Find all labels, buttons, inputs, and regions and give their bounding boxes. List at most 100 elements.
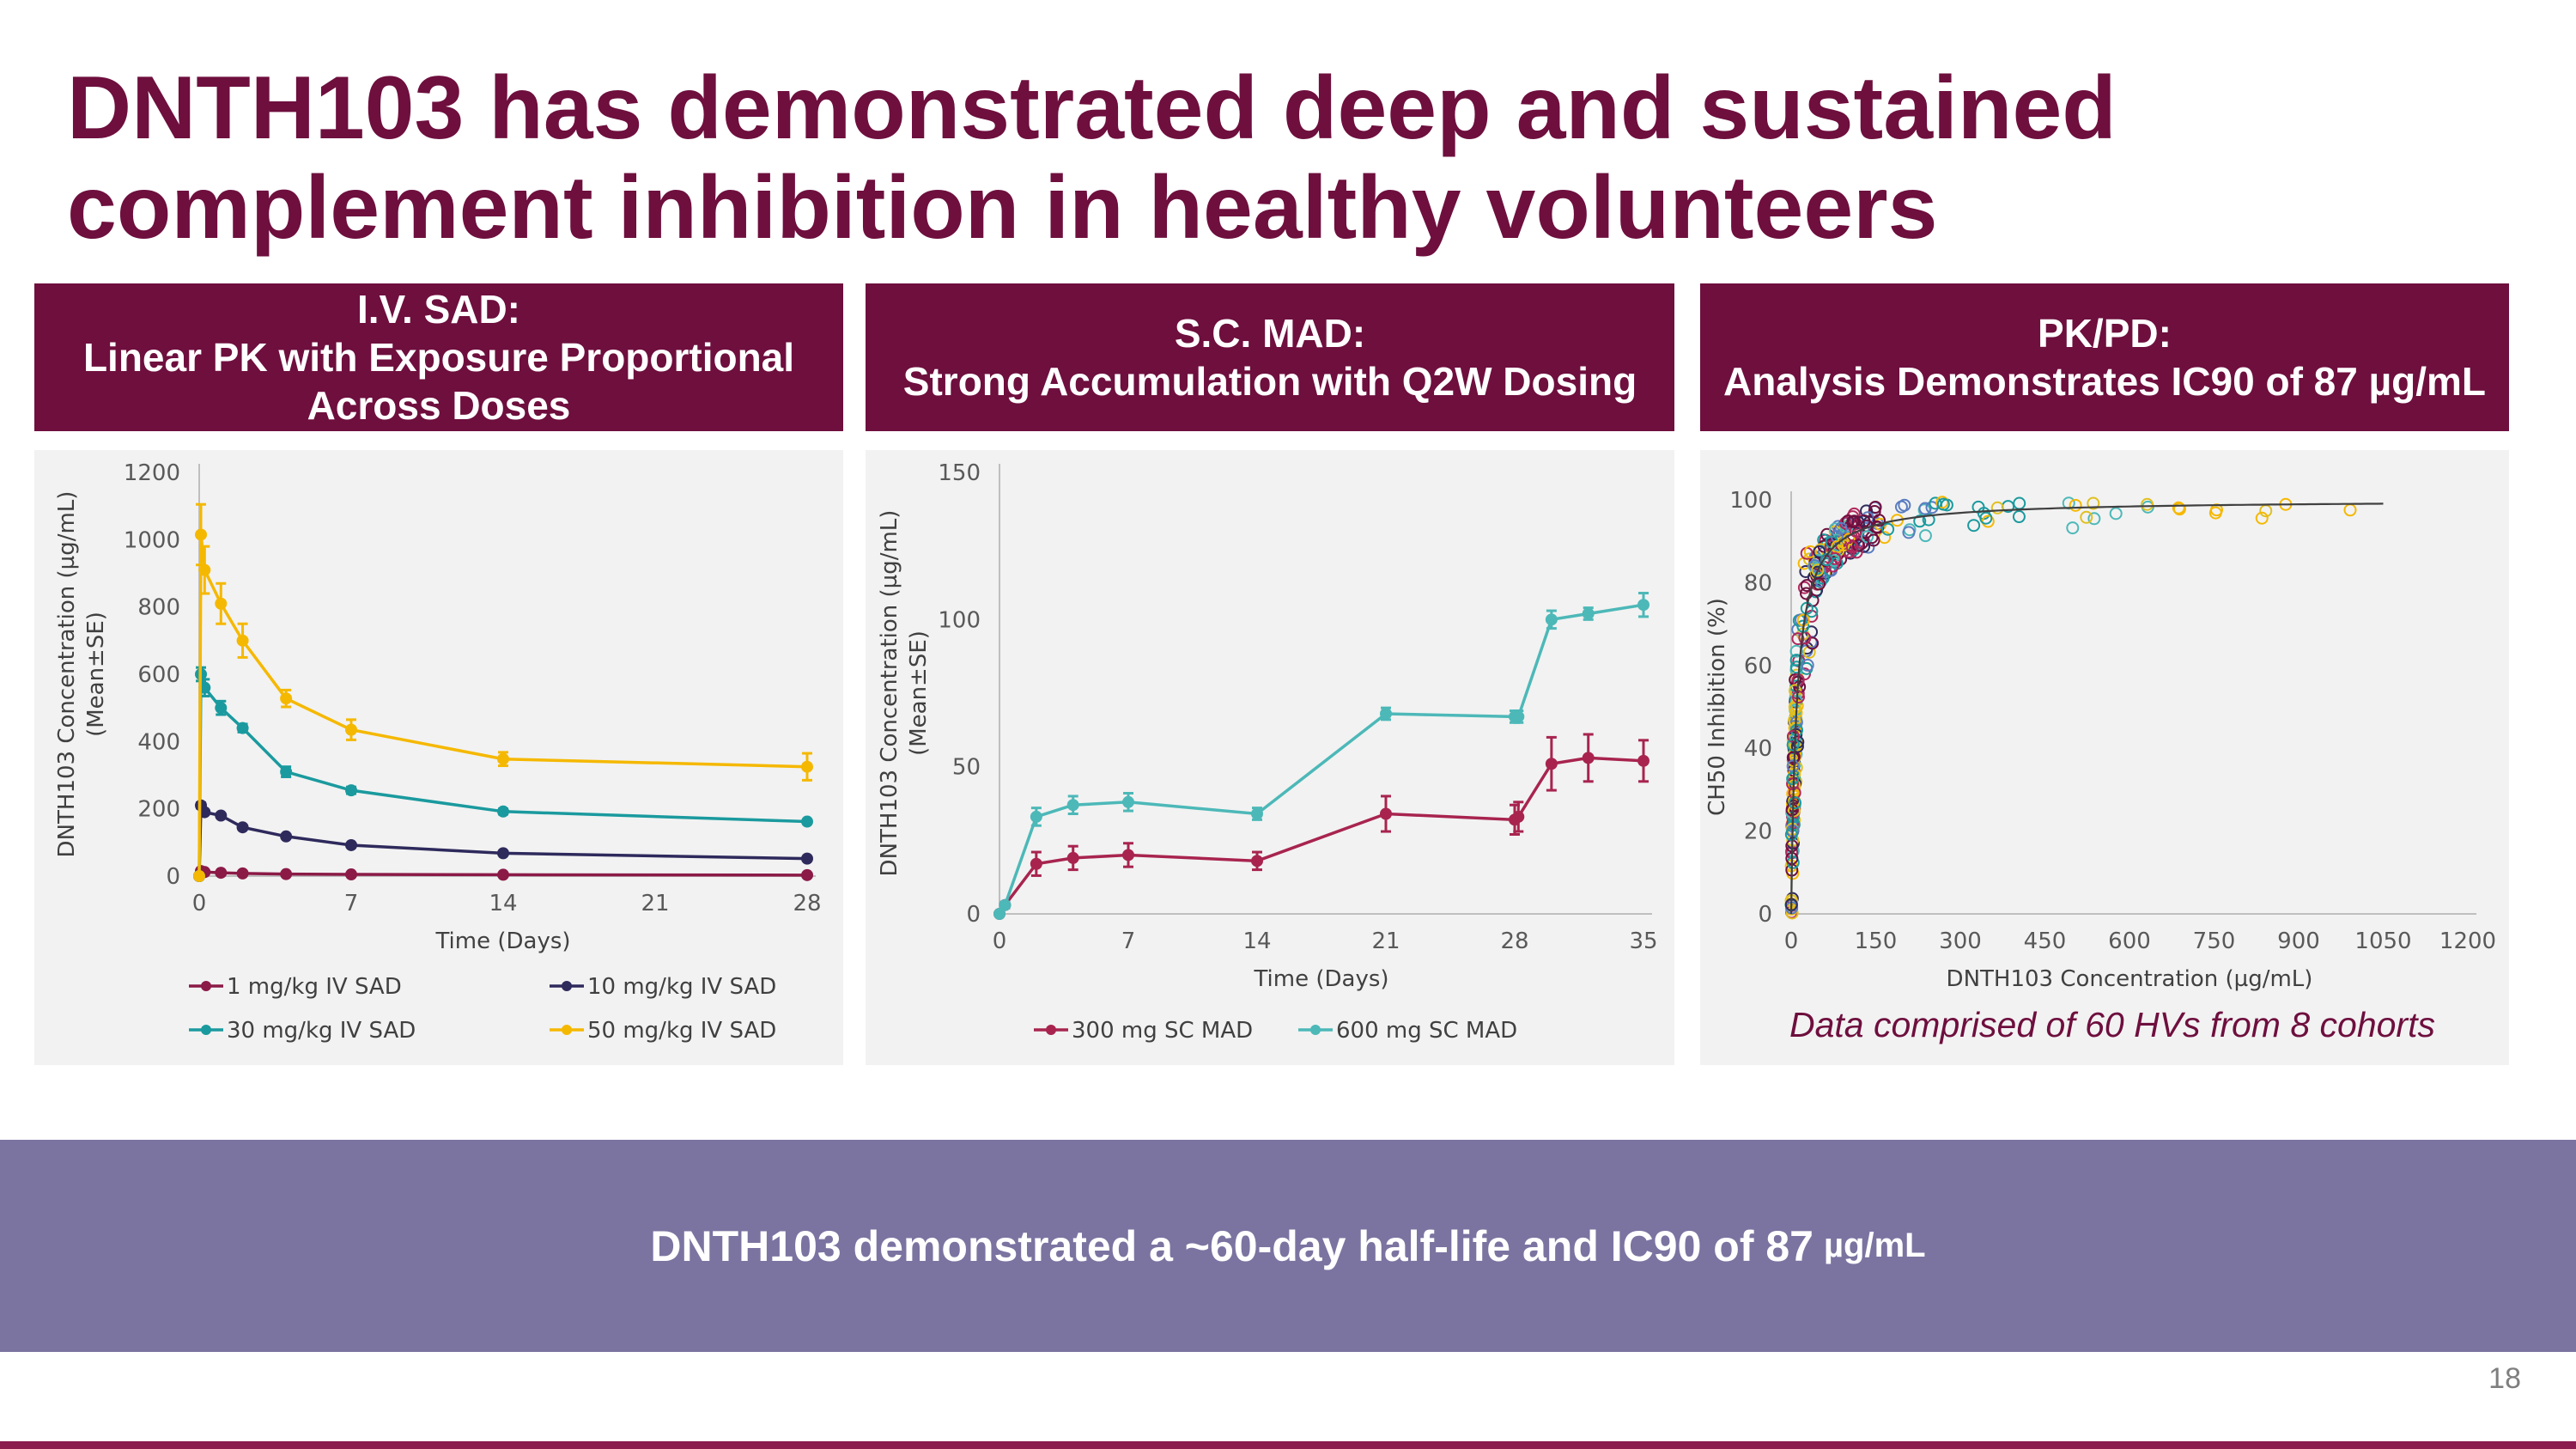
data-point <box>195 528 208 541</box>
chart-pkpd: 0 20 40 60 80 100 0 150 300 450 600 750 900 1050 1200 D… <box>1704 488 2496 992</box>
summary-banner: DNTH103 demonstrated a ~60-day half-life… <box>0 1140 2576 1352</box>
data-point <box>1813 545 1826 558</box>
data-point <box>215 809 228 822</box>
data-point <box>215 867 228 880</box>
heading-line: Across Doses <box>307 383 571 428</box>
x-axis-title: DNTH103 Concentration (µg/mL) <box>1947 966 2313 992</box>
data-point <box>1788 796 1801 810</box>
data-point <box>1844 546 1857 560</box>
panel-heading-pkpd: PK/PD: Analysis Demonstrates IC90 of 87 … <box>1700 283 2509 431</box>
series-line <box>998 603 1644 915</box>
panel-heading-iv-sad: I.V. SAD: Linear PK with Exposure Propor… <box>34 283 843 431</box>
y-tick-label: 40 <box>1744 736 1772 762</box>
y-tick-label: 100 <box>1729 488 1772 514</box>
data-point <box>1380 807 1392 820</box>
data-point <box>345 784 357 797</box>
data-point <box>1841 514 1855 528</box>
x-axis-title: Time (Days) <box>434 928 570 954</box>
data-point <box>2080 510 2093 524</box>
banner-unit: µg/mL <box>1823 1227 1926 1264</box>
data-point <box>1811 563 1825 577</box>
legend-label: 300 mg SC MAD <box>1072 1018 1253 1044</box>
data-point <box>1791 632 1805 646</box>
data-point <box>1788 786 1801 800</box>
chart-panel-pkpd: 0 20 40 60 80 100 0 150 300 450 600 750 900 1050 1200 D… <box>1700 450 2509 1065</box>
y-axis-subtitle: (Mean±SE) <box>906 630 932 756</box>
x-tick-label: 0 <box>993 928 1007 954</box>
y-tick-label: 200 <box>137 797 180 823</box>
data-point <box>215 702 228 715</box>
x-tick-label: 14 <box>1242 928 1271 954</box>
data-point <box>236 721 249 734</box>
y-tick-label: 20 <box>1744 819 1772 845</box>
x-tick-label: 750 <box>2193 928 2236 954</box>
data-point <box>801 868 813 881</box>
data-point <box>497 805 509 818</box>
x-tick-label: 300 <box>1939 928 1982 954</box>
data-point <box>1582 607 1595 620</box>
data-point <box>1786 772 1800 786</box>
data-point <box>1582 752 1595 764</box>
data-point <box>999 898 1012 911</box>
legend-marker <box>1310 1025 1321 1035</box>
data-point <box>1834 521 1848 535</box>
data-footnote: Data comprised of 60 HVs from 8 cohorts <box>1789 1005 2435 1044</box>
data-point <box>1122 849 1134 861</box>
data-point <box>236 634 249 647</box>
data-point <box>801 760 813 773</box>
y-tick-label: 80 <box>1744 570 1772 596</box>
data-point <box>2172 502 2186 516</box>
legend-marker <box>201 1025 211 1035</box>
data-point <box>993 908 1005 920</box>
data-point <box>1800 587 1814 600</box>
x-tick-label: 900 <box>2277 928 2320 954</box>
data-point <box>2343 503 2357 517</box>
y-tick-label: 400 <box>137 729 180 755</box>
data-point <box>1030 810 1042 823</box>
data-point <box>1913 514 1927 528</box>
data-point <box>2255 511 2269 525</box>
x-tick-label: 21 <box>641 891 669 916</box>
data-point <box>1925 501 1939 514</box>
chart-panel-sc-mad: 0 50 100 150 0 7 14 21 28 35 Time (Days) DNTH103 Co… <box>866 450 1674 1065</box>
chart-panel-iv-sad: 0 200 400 600 800 1000 1200 0 7 14 21 28 Time (Days)… <box>34 450 843 1065</box>
y-tick-label: 1000 <box>124 527 180 553</box>
heading-line: PK/PD: <box>2038 311 2172 356</box>
data-point <box>236 867 249 880</box>
bottom-rule <box>0 1441 2576 1449</box>
chart-sc-mad: 0 50 100 150 0 7 14 21 28 35 Time (Days) DNTH103 Co… <box>877 460 1658 1044</box>
data-point <box>1867 533 1880 547</box>
data-point <box>236 821 249 834</box>
data-point <box>1066 851 1079 864</box>
legend-label: 600 mg SC MAD <box>1336 1018 1517 1044</box>
data-point <box>1851 539 1865 552</box>
y-axis-subtitle: (Mean±SE) <box>83 612 109 737</box>
legend-marker <box>201 981 211 991</box>
data-point <box>215 597 228 610</box>
data-point <box>1894 500 1908 514</box>
data-point <box>1545 613 1558 626</box>
x-tick-label: 21 <box>1371 928 1400 954</box>
data-point <box>1828 522 1842 536</box>
data-point <box>345 723 357 736</box>
title-line-1: DNTH103 has demonstrated deep and sustai… <box>67 58 2117 158</box>
legend-marker <box>1046 1025 1056 1035</box>
y-tick-label: 0 <box>166 864 180 890</box>
data-point <box>2208 506 2222 520</box>
banner-text: DNTH103 demonstrated a ~60-day half-life… <box>650 1221 1814 1270</box>
data-point <box>1792 691 1806 704</box>
data-point <box>1902 526 1916 539</box>
x-tick-label: 1200 <box>2439 928 2496 954</box>
data-point <box>1786 777 1800 791</box>
data-point <box>1789 644 1803 658</box>
data-point <box>1789 654 1803 667</box>
data-point <box>1251 855 1263 868</box>
data-point <box>2012 510 2026 524</box>
data-point <box>1797 581 1811 594</box>
data-point <box>2087 512 2101 526</box>
data-point <box>1890 514 1904 527</box>
page-title: DNTH103 has demonstrated deep and sustai… <box>67 58 2471 258</box>
data-point <box>801 815 813 828</box>
data-point <box>1512 710 1525 723</box>
data-point <box>1861 530 1874 544</box>
